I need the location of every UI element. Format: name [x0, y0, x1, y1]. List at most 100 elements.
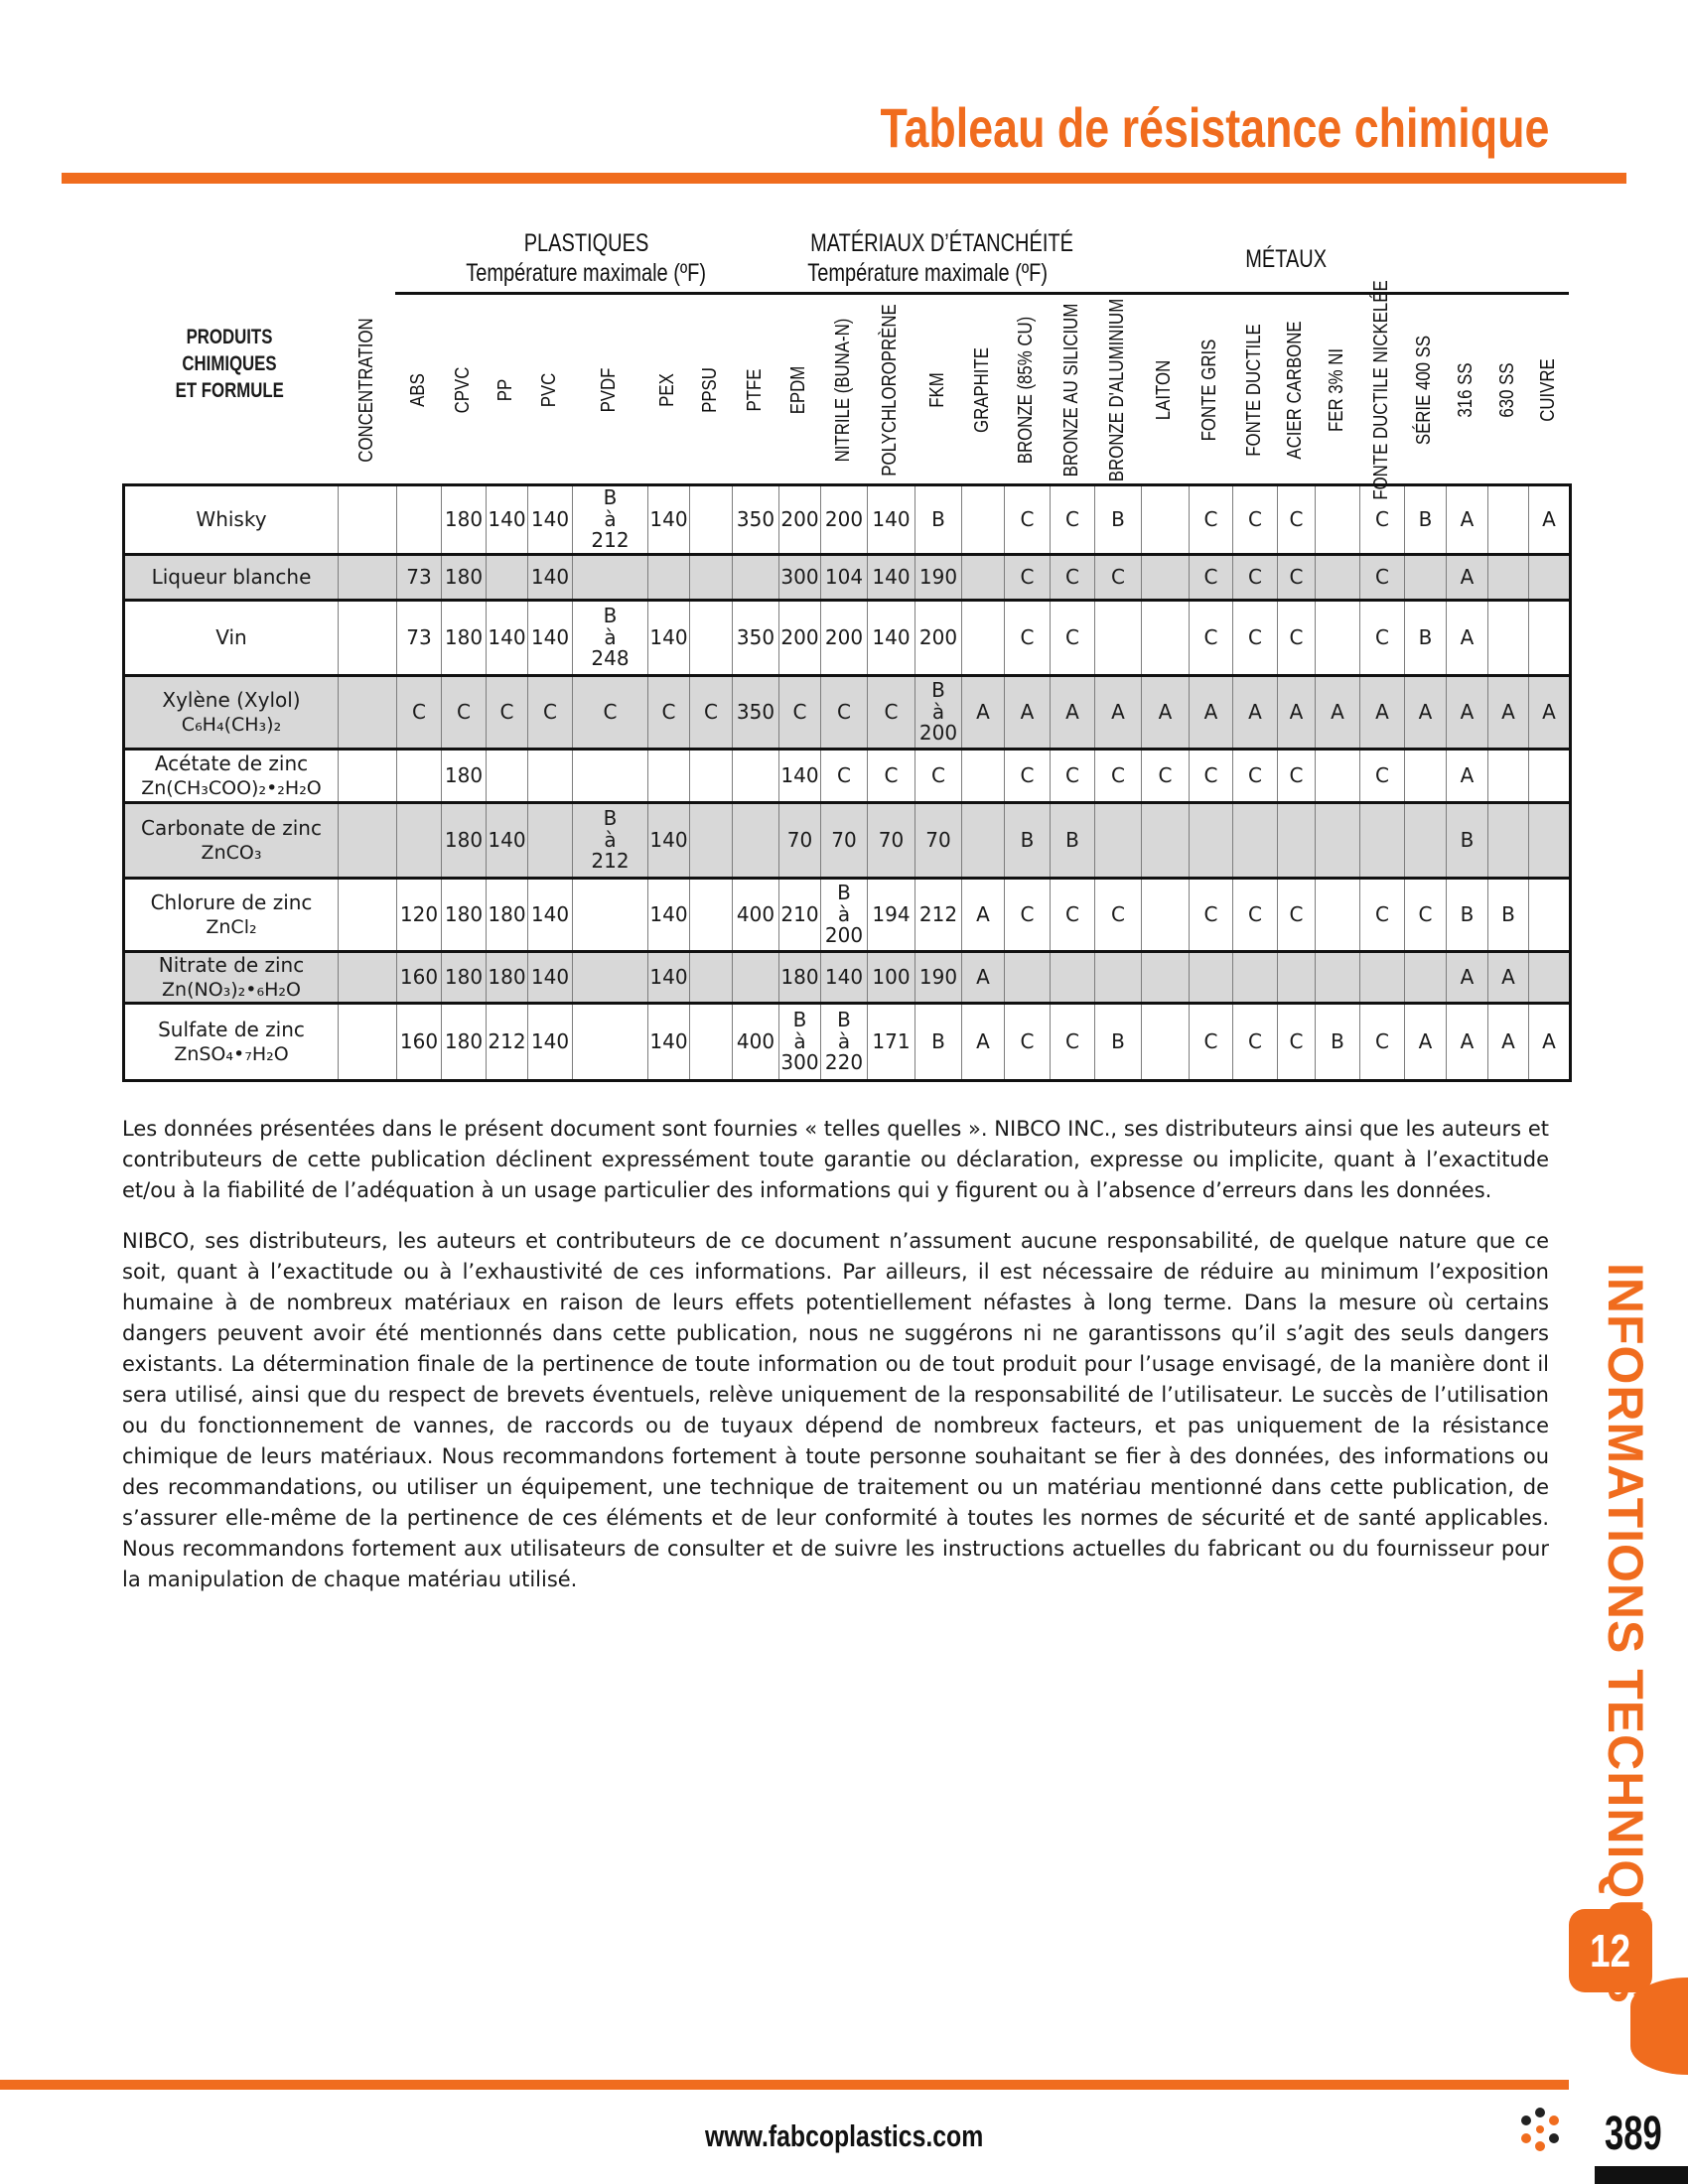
rating-cell: C: [1232, 553, 1278, 601]
rating-cell: 180: [486, 950, 528, 1004]
rating-cell: 70: [778, 801, 821, 879]
rating-cell: C: [1189, 748, 1233, 803]
group-underline: [395, 292, 1569, 295]
rating-cell: C: [1094, 748, 1142, 803]
rating-cell: B: [1404, 483, 1447, 555]
rating-cell: 100: [867, 950, 915, 1004]
rating-cell: A: [1004, 674, 1051, 750]
rating-cell: 194: [867, 877, 915, 952]
rating-cell: 400: [732, 877, 779, 952]
column-label: 630 SS: [1494, 362, 1518, 418]
rating-cell: [1487, 483, 1529, 555]
rating-cell: [1487, 748, 1529, 803]
column-group: MÉTAUX: [1003, 244, 1569, 274]
rating-cell: [572, 950, 648, 1004]
column-label: BRONZE (85% CU): [1014, 316, 1037, 465]
rating-cell: B à 248: [572, 599, 648, 676]
column-label: CONCENTRATION: [353, 318, 377, 463]
footer-rule: [0, 2080, 1569, 2090]
rating-cell: C: [1359, 1002, 1405, 1081]
rating-cell: C: [1094, 877, 1142, 952]
rating-cell: 140: [647, 1002, 690, 1081]
rating-cell: [961, 801, 1005, 879]
rating-cell: [338, 877, 397, 952]
rating-cell: [1487, 599, 1529, 676]
rating-cell: [1004, 950, 1051, 1004]
rating-cell: 180: [441, 1002, 487, 1081]
rating-cell: 212: [486, 1002, 528, 1081]
rating-cell: C: [1094, 553, 1142, 601]
rating-cell: A: [1446, 748, 1488, 803]
rating-cell: B: [1094, 1002, 1142, 1081]
column-label: GRAPHITE: [969, 347, 993, 433]
rating-cell: [961, 599, 1005, 676]
rating-cell: [1141, 877, 1190, 952]
rating-cell: 70: [914, 801, 962, 879]
rating-cell: [396, 801, 442, 879]
rating-cell: [338, 801, 397, 879]
rating-cell: 210: [778, 877, 821, 952]
rating-cell: B: [1446, 801, 1488, 879]
rating-cell: C: [1189, 553, 1233, 601]
rating-cell: B: [1004, 801, 1051, 879]
rating-cell: [961, 483, 1005, 555]
rating-cell: [572, 553, 648, 601]
rating-cell: A: [1050, 674, 1095, 750]
table-row: Vin 73 180 140 140 B à 248 140 350 200 200 140 200 C…: [123, 599, 1571, 676]
rating-cell: A: [1446, 1002, 1488, 1081]
rating-cell: A: [1232, 674, 1278, 750]
rating-cell: A: [961, 674, 1005, 750]
group-sublabel: Température maximale (ºF): [807, 259, 1049, 287]
rating-cell: B à 200: [820, 877, 868, 952]
table-row: Xylène (Xylol) C₆H₄(CH₃)₂ C C C C C C C 350 C C C B à…: [123, 674, 1571, 750]
rating-cell: [1189, 950, 1233, 1004]
rating-cell: [486, 553, 528, 601]
rating-cell: B à 200: [914, 674, 962, 750]
rating-cell: 180: [486, 877, 528, 952]
rating-cell: A: [961, 877, 1005, 952]
table-row: Nitrate de zinc Zn(NO₃)₂•₆H₂O 160 180 180 140…: [123, 950, 1571, 1004]
chemical-name-cell: Liqueur blanche: [123, 553, 339, 601]
rating-cell: C: [914, 748, 962, 803]
column-label: BRONZE AU SILICIUM: [1058, 303, 1082, 478]
rating-cell: B: [914, 483, 962, 555]
rating-cell: 200: [778, 599, 821, 676]
rating-cell: [338, 748, 397, 803]
rating-cell: 200: [820, 483, 868, 555]
chemical-name-cell: Xylène (Xylol) C₆H₄(CH₃)₂: [123, 674, 339, 750]
rating-cell: [1315, 599, 1360, 676]
rating-cell: 70: [867, 801, 915, 879]
rating-cell: B: [1315, 1002, 1360, 1081]
rating-cell: C: [1232, 877, 1278, 952]
rating-cell: 350: [732, 599, 779, 676]
rating-cell: A: [1359, 674, 1405, 750]
rating-cell: 73: [396, 599, 442, 676]
page-number: 389: [1605, 2108, 1662, 2160]
corner-bar: [1595, 2166, 1688, 2184]
rating-cell: C: [1050, 553, 1095, 601]
rating-cell: [647, 748, 690, 803]
column-group: PLASTIQUES Température maximale (ºF): [395, 228, 777, 288]
rating-cell: A: [961, 950, 1005, 1004]
chemical-name-cell: Nitrate de zinc Zn(NO₃)₂•₆H₂O: [123, 950, 339, 1004]
column-group: MATÉRIAUX D’ÉTANCHÉITÉ Température maxima…: [777, 228, 1073, 288]
rating-cell: C: [1359, 877, 1405, 952]
rating-cell: C: [1359, 748, 1405, 803]
rating-cell: 140: [486, 483, 528, 555]
rating-cell: 180: [778, 950, 821, 1004]
chemical-name: Carbonate de zinc: [141, 816, 322, 840]
rating-cell: C: [1277, 553, 1316, 601]
rating-cell: [732, 950, 779, 1004]
rating-cell: [1487, 801, 1529, 879]
rating-cell: 73: [396, 553, 442, 601]
rating-cell: 190: [914, 553, 962, 601]
rating-cell: [338, 950, 397, 1004]
rating-cell: C: [572, 674, 648, 750]
rating-cell: A: [1487, 950, 1529, 1004]
rating-cell: B: [1404, 599, 1447, 676]
rating-cell: [1404, 801, 1447, 879]
rating-cell: [689, 748, 733, 803]
rating-cell: 190: [914, 950, 962, 1004]
rating-cell: C: [1359, 599, 1405, 676]
rating-cell: [1315, 748, 1360, 803]
